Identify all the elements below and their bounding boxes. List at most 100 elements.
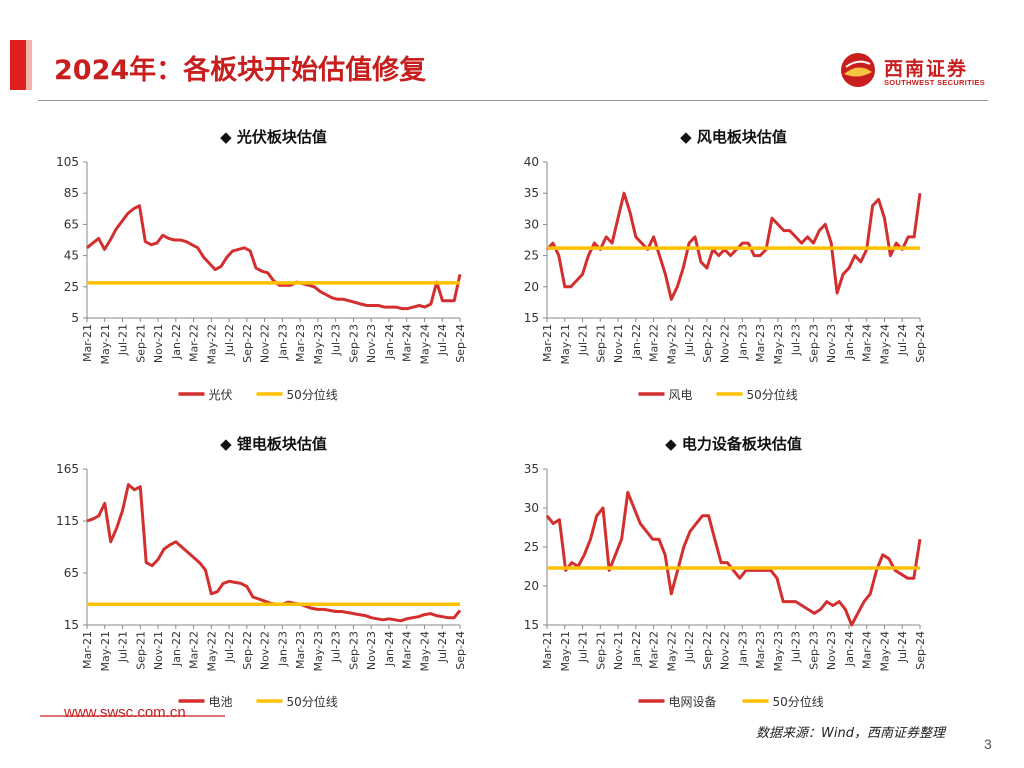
x-tick-label: May-22 [665, 324, 678, 365]
y-tick-label: 25 [524, 540, 539, 554]
x-tick-label: Mar-23 [754, 631, 767, 669]
y-tick-label: 35 [524, 462, 539, 476]
y-tick-label: 165 [56, 462, 79, 476]
x-tick-label: Jul-22 [223, 324, 236, 356]
x-tick-label: May-23 [772, 324, 785, 365]
y-tick-label: 40 [524, 155, 539, 169]
chart-svg: ◆ 锂电板块估值 15 65 115 165 Mar-21 May-21 Jul-21 Sep-… [56, 435, 467, 709]
x-tick-label: Jan-23 [736, 324, 749, 360]
x-tick-label: Sep-21 [594, 324, 607, 363]
x-tick-label: Nov-21 [152, 631, 165, 670]
company-logo-subtitle: SOUTHWEST SECURITIES [884, 78, 986, 87]
y-tick-label: 30 [524, 501, 539, 515]
x-tick-label: Sep-24 [914, 324, 927, 363]
x-tick-label: Nov-23 [365, 631, 378, 670]
x-tick-label: Jul-23 [330, 324, 343, 356]
title-accent-bar [10, 40, 26, 90]
x-tick-label: Jul-23 [790, 631, 803, 663]
x-tick-label: Jan-22 [170, 324, 183, 360]
x-tick-label: Jan-22 [170, 631, 183, 667]
x-tick-label: Jul-22 [683, 324, 696, 356]
grid-equipment-valuation-chart: ◆ 电力设备板块估值 15 20 25 30 35 Mar-21 May-21 Jul-21 Se… [500, 425, 940, 725]
y-tick-label: 15 [524, 311, 539, 325]
page-title: 2024年：各板块开始估值修复 [54, 55, 427, 86]
legend-label-median: 50分位线 [287, 694, 338, 709]
x-tick-label: Sep-22 [701, 631, 714, 670]
legend-label-series: 风电 [669, 388, 693, 402]
x-tick-label: Mar-23 [754, 324, 767, 362]
company-logo-name: 西南证券 [884, 58, 969, 80]
x-tick-label: Jan-23 [276, 631, 289, 667]
chart-title: ◆ 风电板块估值 [680, 128, 787, 146]
x-tick-label: Jul-21 [577, 324, 590, 356]
x-tick-label: Sep-22 [241, 631, 254, 670]
y-tick-label: 25 [64, 280, 79, 294]
chart-svg: ◆ 光伏板块估值 5 25 45 65 85 105 Mar-21 May-21 Jul-21 Se… [56, 128, 467, 402]
legend-label-series: 光伏 [209, 388, 233, 402]
x-tick-label: Mar-21 [81, 631, 94, 669]
x-tick-label: Mar-23 [294, 631, 307, 669]
y-tick-label: 85 [64, 186, 79, 200]
x-tick-label: Nov-23 [825, 324, 838, 363]
x-tick-label: Nov-22 [259, 631, 272, 670]
x-tick-label: Jul-22 [223, 631, 236, 663]
y-tick-label: 65 [64, 566, 79, 580]
x-tick-label: Mar-21 [541, 324, 554, 362]
x-tick-label: Sep-21 [134, 631, 147, 670]
legend-label-median: 50分位线 [773, 694, 824, 709]
y-tick-label: 5 [71, 311, 79, 325]
x-tick-label: Mar-22 [188, 631, 201, 669]
y-tick-label: 35 [524, 186, 539, 200]
x-tick-label: Mar-24 [861, 631, 874, 669]
chart-title: ◆ 锂电板块估值 [220, 435, 327, 453]
legend-label-median: 50分位线 [747, 387, 798, 402]
x-tick-label: Mar-22 [648, 324, 661, 362]
x-tick-label: Jan-23 [736, 631, 749, 667]
page-number: 3 [984, 736, 992, 752]
x-tick-label: Nov-21 [152, 324, 165, 363]
x-tick-label: May-24 [418, 324, 431, 365]
x-tick-label: May-23 [312, 631, 325, 672]
x-tick-label: Nov-22 [719, 631, 732, 670]
x-tick-label: May-24 [878, 631, 891, 672]
x-tick-label: Nov-23 [825, 631, 838, 670]
x-tick-label: May-21 [559, 324, 572, 365]
y-tick-label: 115 [56, 514, 79, 528]
x-tick-label: May-21 [99, 324, 112, 365]
x-tick-label: Sep-23 [347, 631, 360, 670]
x-tick-label: Sep-24 [454, 631, 467, 670]
header-divider [38, 100, 988, 101]
x-tick-label: Mar-24 [401, 631, 414, 669]
x-tick-label: Nov-21 [612, 631, 625, 670]
x-tick-label: May-22 [205, 324, 218, 365]
footer-divider [40, 715, 225, 717]
x-tick-label: May-23 [312, 324, 325, 365]
y-tick-label: 105 [56, 155, 79, 169]
y-tick-label: 65 [64, 217, 79, 231]
x-tick-label: Mar-24 [861, 324, 874, 362]
legend-label-series: 电池 [209, 695, 233, 709]
x-tick-label: Sep-24 [454, 324, 467, 363]
x-tick-label: Mar-22 [648, 631, 661, 669]
company-logo-icon [841, 53, 875, 87]
x-tick-label: Jan-24 [383, 324, 396, 360]
x-tick-label: Sep-23 [807, 631, 820, 670]
series-line-电池 [86, 483, 462, 623]
chart-title: ◆ 光伏板块估值 [220, 128, 327, 146]
series-line-电网设备 [545, 490, 922, 627]
x-tick-label: Jan-22 [630, 324, 643, 360]
x-tick-label: Mar-22 [188, 324, 201, 362]
x-tick-label: Nov-23 [365, 324, 378, 363]
series-line-风电 [545, 191, 922, 301]
x-tick-label: Jan-24 [843, 631, 856, 667]
x-tick-label: May-24 [418, 631, 431, 672]
y-tick-label: 20 [524, 280, 539, 294]
footer-url: www.swsc.com.cn [64, 704, 186, 721]
x-tick-label: May-24 [878, 324, 891, 365]
y-tick-label: 15 [524, 618, 539, 632]
x-tick-label: Jan-23 [276, 324, 289, 360]
x-tick-label: Nov-21 [612, 324, 625, 363]
pv-valuation-chart: ◆ 光伏板块估值 5 25 45 65 85 105 Mar-21 May-21 Jul-21 Se… [40, 118, 480, 418]
x-tick-label: Nov-22 [259, 324, 272, 363]
chart-title: ◆ 电力设备板块估值 [665, 435, 802, 453]
